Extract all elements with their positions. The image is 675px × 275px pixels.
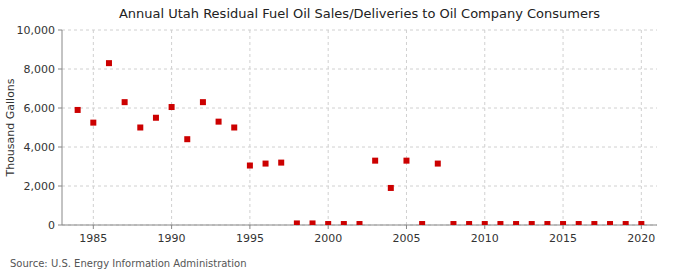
tick-y [58, 225, 62, 226]
tick-x [93, 225, 94, 229]
tick-y [58, 186, 62, 187]
tick-label-y: 8,000 [24, 63, 56, 76]
tick-label-x: 1995 [236, 232, 264, 245]
tick-y [58, 108, 62, 109]
grid-line-x [328, 30, 329, 225]
point [403, 158, 409, 164]
tick-label-x: 1985 [79, 232, 107, 245]
tick-x [484, 225, 485, 229]
grid-line-x [484, 30, 485, 225]
point [560, 221, 566, 225]
grid [62, 30, 657, 225]
tick-label-y: 2,000 [24, 180, 56, 193]
point [153, 115, 159, 121]
point [513, 221, 519, 225]
point [591, 221, 597, 225]
grid-line-y [62, 69, 657, 70]
point [372, 158, 378, 164]
grid-line-x [171, 30, 172, 225]
title: Annual Utah Residual Fuel Oil Sales/Deli… [119, 6, 600, 21]
y-axis-label: Thousand Gallons [4, 78, 17, 177]
point [623, 221, 629, 225]
tick-label-y: 10,000 [17, 24, 56, 37]
tick-label-x: 2015 [549, 232, 577, 245]
point [341, 221, 347, 225]
tick-label-y: 0 [48, 219, 55, 232]
point [90, 120, 96, 126]
point [263, 161, 269, 167]
point [388, 185, 394, 191]
point [310, 220, 316, 225]
tick-label-y: 6,000 [24, 102, 56, 115]
grid-line-x [249, 30, 250, 225]
point [544, 221, 550, 225]
grid-line-x [641, 30, 642, 225]
tick-x [563, 225, 564, 229]
grid-line-x [406, 30, 407, 225]
point [435, 161, 441, 167]
point [137, 125, 143, 131]
tick-x [328, 225, 329, 229]
tick-label-x: 1990 [158, 232, 186, 245]
grid-line-y [62, 108, 657, 109]
point [325, 221, 331, 225]
tick-y [58, 69, 62, 70]
tick-label-x: 2020 [627, 232, 655, 245]
grid-line-y [62, 147, 657, 148]
grid-line-x [93, 30, 94, 225]
point [294, 220, 300, 225]
y-axis-line [62, 30, 63, 225]
grid-line-y [62, 186, 657, 187]
source: Source: U.S. Energy Information Administ… [10, 258, 247, 269]
point [576, 221, 582, 225]
tick-x [249, 225, 250, 229]
tick-label-x: 2000 [314, 232, 342, 245]
point [278, 160, 284, 166]
point [419, 221, 425, 225]
grid-line-x [563, 30, 564, 225]
tick-y [58, 30, 62, 31]
tick-y [58, 147, 62, 148]
point [497, 221, 503, 225]
tick-label-x: 2010 [471, 232, 499, 245]
point [75, 107, 81, 113]
point [357, 221, 363, 225]
point [247, 163, 253, 169]
grid-line-y [62, 30, 657, 31]
point [466, 221, 472, 225]
point [200, 99, 206, 105]
tick-x [641, 225, 642, 229]
tick-x [406, 225, 407, 229]
point [231, 125, 237, 131]
tick-label-y: 4,000 [24, 141, 56, 154]
point [122, 99, 128, 105]
point [482, 221, 488, 225]
point [106, 60, 112, 66]
tick-x [171, 225, 172, 229]
point [216, 119, 222, 125]
point [529, 221, 535, 225]
points [75, 60, 645, 225]
point [638, 221, 644, 225]
point [169, 104, 175, 110]
axes: 0 2,000 4,000 6,000 8,000 10,000 1985 1990 1995 2… [17, 24, 658, 245]
point [184, 136, 190, 142]
tick-label-x: 2005 [392, 232, 420, 245]
point [607, 221, 613, 225]
chart: 0 2,000 4,000 6,000 8,000 10,000 1985 1990 1995 2… [0, 0, 675, 275]
point [450, 221, 456, 225]
